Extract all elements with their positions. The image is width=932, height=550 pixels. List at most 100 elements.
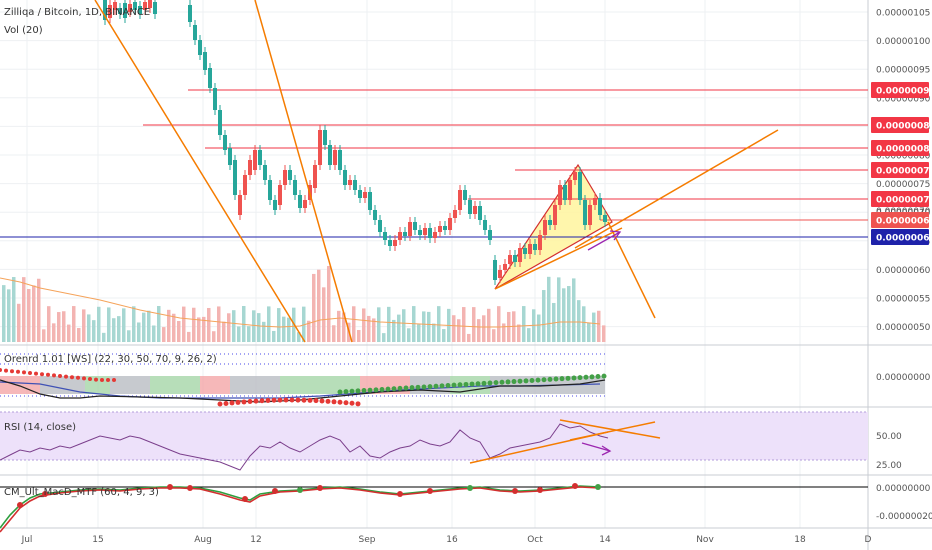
candle-body [288, 170, 292, 180]
volume-bar [177, 320, 181, 342]
rsi-label: RSI (14, close) [4, 422, 76, 433]
candle-body [263, 165, 267, 180]
volume-bar [397, 314, 401, 342]
orenrd-band [40, 376, 85, 394]
volume-bar [492, 329, 496, 342]
volume-bars [2, 266, 606, 342]
macd-tick-label: -0.00000020 [876, 512, 932, 522]
candle-body [368, 192, 372, 210]
candle-body [473, 206, 477, 214]
trendline-resistance[interactable] [574, 129, 779, 249]
support-line[interactable] [494, 227, 623, 290]
volume-bar [257, 313, 261, 342]
candle-body [603, 215, 607, 222]
volume-bar [502, 323, 506, 342]
volume-bar [37, 278, 41, 342]
candle-body [448, 218, 452, 230]
candle-body [508, 255, 512, 264]
candle-body [423, 228, 427, 235]
level-price-label: 0.00000077 [876, 167, 932, 177]
price-panel[interactable]: Zilliqa / Bitcoin, 1D, BINANCE Vol (20) [0, 0, 868, 343]
price-tick-label: 0.00000100 [876, 37, 931, 47]
volume-bar [487, 308, 491, 342]
volume-bar [97, 306, 101, 342]
candle-body [453, 210, 457, 218]
orenrd-dot-green [493, 380, 499, 386]
candle-body [538, 235, 542, 250]
rsi-band [0, 412, 868, 460]
orenrd-dot-green [511, 379, 517, 385]
orenrd-dot-green [349, 388, 355, 394]
volume-bar [422, 311, 426, 342]
price-tick-label: 0.00000090 [876, 94, 931, 104]
volume-bar [267, 306, 271, 342]
volume-bar [117, 316, 121, 342]
candle-body [208, 68, 212, 88]
orenrd-dot-green [505, 379, 511, 385]
orenrd-dot-green [391, 386, 397, 392]
candle-body [463, 190, 467, 200]
volume-bar [52, 323, 56, 342]
volume-bar [187, 331, 191, 342]
orenrd-dot-green [553, 376, 559, 382]
orenrd-dot-green [541, 377, 547, 383]
orenrd-dot-red [265, 397, 271, 403]
volume-bar [182, 306, 186, 342]
time-axis[interactable]: Jul 15 Aug 12 Sep 16 Oct 14 Nov 18 D [21, 535, 872, 545]
time-tick-label: 15 [92, 535, 103, 545]
candle-body [253, 150, 257, 170]
price-tick-label: 0.00000050 [876, 323, 931, 333]
candle-body [198, 40, 202, 55]
candle-body [258, 150, 262, 165]
macd-cross-dot [595, 484, 601, 490]
orenrd-panel[interactable]: Orenrd 1.01 [WS] (22, 30, 50, 70, 9, 26,… [0, 353, 608, 407]
rsi-panel[interactable]: RSI (14, close) [0, 411, 868, 471]
orenrd-dot-green [361, 388, 367, 394]
time-tick-label: 12 [250, 535, 261, 545]
candle-body [543, 220, 547, 235]
orenrd-dot-red [241, 399, 247, 405]
orenrd-dot-green [463, 381, 469, 387]
candle-body [303, 200, 307, 208]
volume-bar [192, 307, 196, 342]
time-tick-label: D [865, 535, 872, 545]
time-tick-label: 16 [446, 535, 458, 545]
volume-bar [147, 310, 151, 342]
level-price-label: 0.00000068 [876, 217, 932, 227]
orenrd-dot-red [10, 369, 14, 374]
price-axis[interactable]: 0.00000105 0.00000100 0.00000095 0.00000090… [871, 9, 932, 523]
trendline-left-2[interactable] [254, 0, 353, 343]
candle-body [153, 2, 157, 14]
orenrd-dot-green [487, 380, 493, 386]
volume-bar [122, 308, 126, 342]
volume-bar [432, 323, 436, 342]
volume-bar [62, 311, 66, 342]
arrow-icon [587, 230, 622, 251]
orenrd-dot-green [415, 384, 421, 390]
volume-bar [212, 331, 216, 342]
price-tick-label: 0.00000055 [876, 295, 930, 305]
volume-bar [387, 306, 391, 342]
time-tick-label: Jul [21, 535, 33, 545]
volume-bar [332, 325, 336, 342]
orenrd-dot-red [289, 397, 295, 403]
candle-body [343, 170, 347, 185]
candle-body [243, 175, 247, 195]
volume-bar [157, 306, 161, 342]
trendline-left-1[interactable] [94, 0, 306, 343]
volume-bar [92, 320, 96, 342]
volume-bar [322, 287, 326, 342]
volume-bar [57, 312, 61, 342]
volume-bar [467, 333, 471, 342]
macd-panel[interactable]: CM_Ult_MacD_MTF (60, 4, 9, 3) [0, 483, 868, 533]
volume-bar [152, 325, 156, 342]
volume-bar [482, 315, 486, 342]
orenrd-dot-green [409, 385, 415, 391]
candle-body [128, 4, 132, 12]
candle-body [323, 130, 327, 145]
candle-body [278, 185, 282, 205]
candle-body [478, 206, 482, 220]
candle-body [443, 226, 447, 230]
volume-bar [317, 269, 321, 342]
